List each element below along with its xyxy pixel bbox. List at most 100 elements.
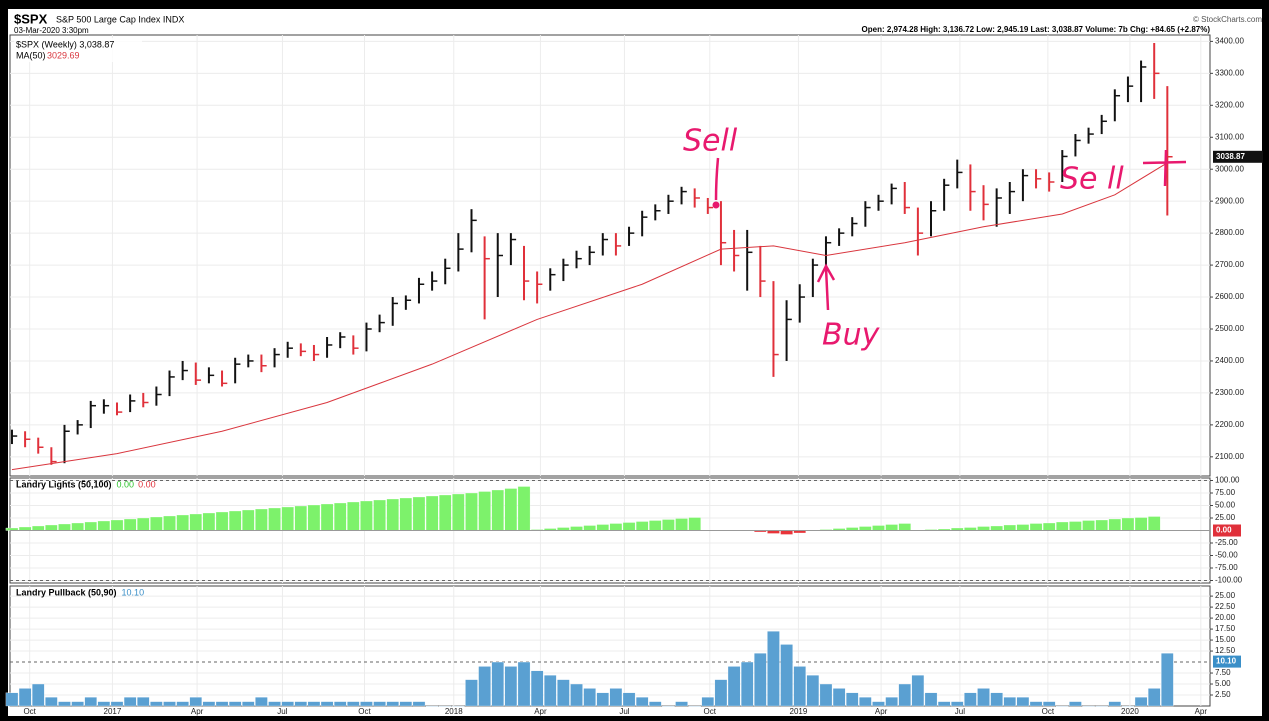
- indicator-bar: [1095, 519, 1108, 531]
- indicator-bar: [189, 513, 202, 531]
- indicator-bar: [491, 489, 504, 531]
- indicator-bar: [1029, 523, 1043, 531]
- indicator-bar: [373, 701, 386, 707]
- indicator-bar: [110, 519, 124, 531]
- indicator-bar: [872, 525, 885, 531]
- indicator-bar: [714, 679, 728, 707]
- indicator-bar: [504, 666, 518, 707]
- indicator-bar: [452, 493, 465, 531]
- y-tick-label: 2100.00: [1215, 452, 1244, 461]
- indicator-bar: [281, 506, 294, 531]
- indicator-bar: [635, 521, 649, 531]
- indicator-bar: [780, 644, 793, 707]
- last-value-box: [1213, 524, 1241, 537]
- x-tick-label: 2018: [445, 707, 463, 716]
- indicator-bar: [977, 526, 990, 531]
- annotation-arrow: [816, 263, 836, 311]
- y-tick-label: 20.00: [1215, 613, 1236, 622]
- indicator-bar: [990, 525, 1003, 531]
- indicator-bar: [622, 692, 636, 707]
- indicator-bar: [688, 517, 701, 531]
- indicator-bar: [294, 701, 308, 707]
- last-value-box: [1213, 150, 1263, 163]
- legend-value: 0.00: [138, 479, 156, 489]
- indicator-bar: [228, 510, 242, 531]
- x-tick-label: Jul: [955, 707, 965, 716]
- x-tick-label: Oct: [704, 707, 717, 716]
- indicator-bar: [97, 701, 111, 707]
- indicator-bar: [1082, 705, 1095, 707]
- annotation-mark: [1142, 149, 1187, 187]
- indicator-bar: [609, 688, 623, 707]
- indicator-bar: [18, 526, 32, 531]
- legend-value: 0.00: [117, 479, 135, 489]
- indicator-bar: [780, 530, 793, 535]
- x-tick-label: Apr: [1195, 707, 1208, 716]
- indicator-bar: [386, 701, 399, 707]
- indicator-bar: [150, 516, 163, 531]
- indicator-bar: [281, 701, 294, 707]
- indicator-bar: [767, 631, 780, 707]
- legend-value: 10.10: [122, 587, 145, 597]
- indicator-bar: [740, 661, 754, 707]
- last-value-label: 10.10: [1216, 657, 1237, 666]
- symbol: $SPX: [14, 11, 48, 26]
- indicator-bar: [71, 701, 84, 707]
- indicator-bar: [189, 697, 202, 707]
- y-tick-label: 2600.00: [1215, 292, 1244, 301]
- y-tick-label: 2.50: [1215, 690, 1231, 699]
- indicator-bar: [137, 517, 150, 531]
- y-tick-label: 2500.00: [1215, 324, 1244, 333]
- indicator-bar: [123, 518, 137, 531]
- panel-title: Landry Lights (50,100): [16, 479, 112, 489]
- indicator-bar: [1056, 705, 1069, 707]
- indicator-bar: [228, 701, 242, 707]
- last-value-box: [1213, 655, 1241, 668]
- y-tick-label: 22.50: [1215, 602, 1236, 611]
- indicator-bar: [1003, 524, 1016, 531]
- indicator-bar: [333, 701, 347, 707]
- indicator-bar: [846, 692, 859, 707]
- indicator-bar: [504, 488, 518, 531]
- annotation-arrow: [714, 157, 720, 201]
- indicator-bar: [215, 701, 229, 707]
- indicator-bar: [977, 688, 990, 707]
- indicator-bar: [819, 683, 833, 707]
- y-tick-label: 25.00: [1215, 513, 1236, 522]
- indicator-bar: [622, 522, 636, 531]
- legend-box: [14, 38, 142, 62]
- y-tick-label: 3400.00: [1215, 37, 1244, 46]
- indicator-bar: [1095, 705, 1108, 707]
- indicator-bar: [1134, 517, 1148, 531]
- legend-value: 3029.69: [47, 50, 80, 60]
- index-name: S&P 500 Large Cap Index INDX: [56, 14, 184, 24]
- indicator-bar: [399, 497, 413, 531]
- y-tick-label: 12.50: [1215, 646, 1236, 655]
- indicator-bar: [872, 701, 885, 707]
- indicator-bar: [1108, 701, 1122, 707]
- indicator-bar: [242, 509, 255, 531]
- indicator-bar: [1121, 517, 1135, 531]
- indicator-bar: [32, 683, 45, 707]
- indicator-bar: [242, 701, 255, 707]
- indicator-bar: [1161, 653, 1174, 707]
- y-tick-label: 15.00: [1215, 635, 1236, 644]
- indicator-bar: [635, 697, 649, 707]
- legend-entry: MA(50): [16, 50, 46, 60]
- x-tick-label: Apr: [875, 707, 888, 716]
- indicator-bar: [898, 523, 911, 531]
- indicator-bar: [662, 519, 675, 531]
- y-tick-label: 2800.00: [1215, 228, 1244, 237]
- indicator-bar: [583, 525, 596, 531]
- indicator-bar: [202, 512, 216, 531]
- x-tick-label: Oct: [23, 707, 36, 716]
- indicator-bar: [727, 666, 741, 707]
- annotation: Sell: [683, 124, 738, 159]
- indicator-bar: [544, 675, 557, 707]
- x-tick-label: 2020: [1121, 707, 1139, 716]
- y-tick-label: -50.00: [1215, 551, 1238, 560]
- indicator-bar: [1147, 688, 1161, 707]
- indicator-bar: [964, 692, 977, 707]
- indicator-bar: [399, 701, 413, 707]
- x-tick-label: Jul: [619, 707, 629, 716]
